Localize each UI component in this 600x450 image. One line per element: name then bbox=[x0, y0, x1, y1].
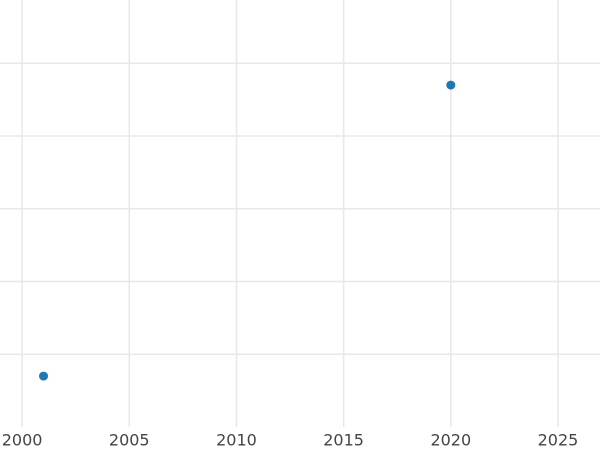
point bbox=[39, 371, 49, 381]
point bbox=[446, 80, 456, 90]
x-tick-label: 2005 bbox=[109, 431, 150, 450]
x-tick-label: 2025 bbox=[538, 431, 579, 450]
x-tick-label: 2020 bbox=[430, 431, 471, 450]
x-tick-label: 2000 bbox=[2, 431, 43, 450]
x-tick-label: 2015 bbox=[323, 431, 364, 450]
x-tick-label: 2010 bbox=[216, 431, 257, 450]
